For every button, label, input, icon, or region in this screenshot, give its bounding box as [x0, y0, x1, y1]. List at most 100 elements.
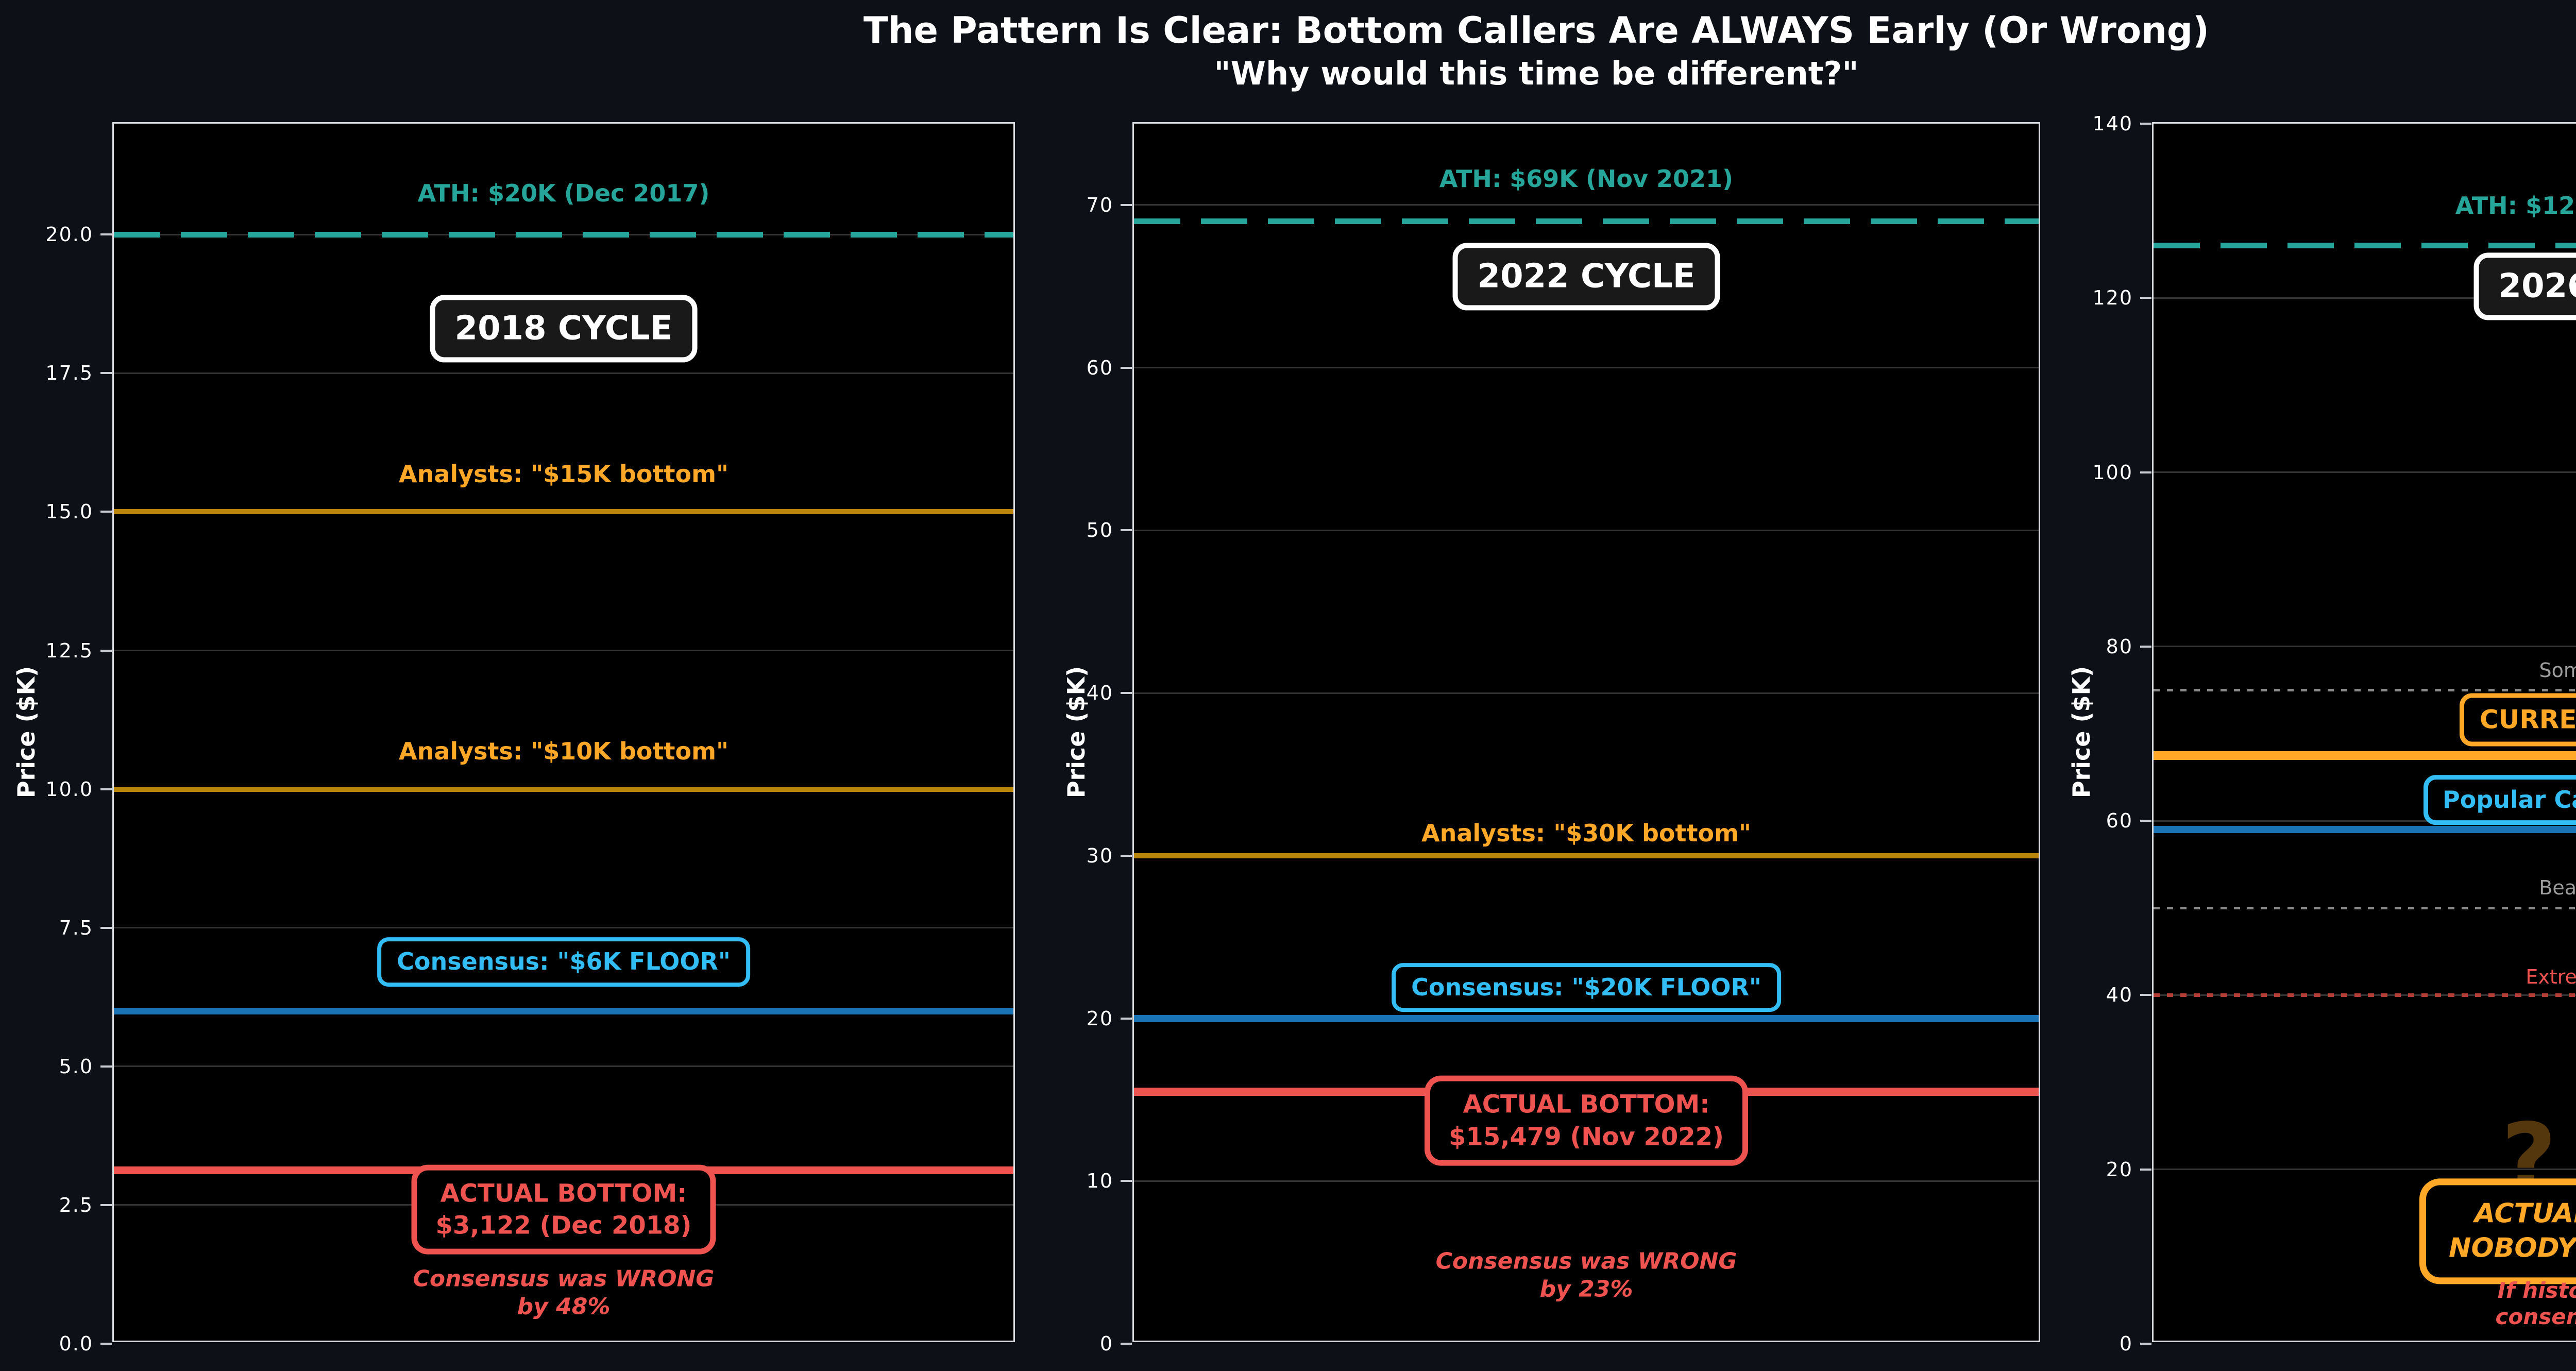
analyst-30k-label: Analysts: "$30K bottom"	[1421, 819, 1751, 847]
extreme-40k-label: Extreme: "$40K"	[2526, 965, 2576, 988]
panel-2018-cycle: 0.0 2.5 5.0 7.5 10.0 12.5 15.0 17.5 20.0 Price ($…	[12, 122, 1015, 1355]
extreme-40k-line	[2154, 993, 2576, 997]
y-tick-mark-60	[1121, 366, 1132, 369]
y-tick-label-40: 40	[1086, 682, 1113, 705]
y-tick-mark-7.5	[100, 926, 112, 929]
gridline-7.5	[114, 927, 1013, 929]
ath-label: ATH: $126K (Oct 2025)	[2455, 191, 2576, 219]
y-tick-mark-120	[2140, 297, 2151, 299]
y-tick-label-12.5: 12.5	[45, 639, 93, 662]
y-axis-label: Price ($K)	[12, 666, 40, 799]
y-tick-label-10.0: 10.0	[45, 777, 93, 801]
y-tick-label-100: 100	[2092, 461, 2133, 484]
analyst-10k-line	[114, 786, 1013, 792]
wrong-note: Consensus was WRONG by 48%	[413, 1265, 715, 1319]
current-line	[2154, 751, 2576, 760]
bears-50k-label: Bears: "$50K"	[2539, 876, 2576, 900]
ath-line	[1134, 218, 2039, 224]
analyst-10k-label: Analysts: "$10K bottom"	[399, 737, 728, 766]
y-tick-mark-70	[1121, 204, 1132, 206]
y-tick-mark-5.0	[100, 1065, 112, 1068]
y-tick-label-5.0: 5.0	[59, 1055, 93, 1078]
popular-call-box: Popular Call: "59K – 60K"	[2424, 774, 2576, 825]
consensus-box: Consensus: "$20K FLOOR"	[1392, 962, 1781, 1012]
actual-bottom-box: ACTUAL BOTTOM: $15,479 (Nov 2022)	[1425, 1076, 1748, 1166]
y-tick-mark-17.5	[100, 372, 112, 375]
ath-label: ATH: $20K (Dec 2017)	[417, 179, 710, 207]
consensus-box: Consensus: "$6K FLOOR"	[377, 937, 750, 987]
y-tick-mark-20.0	[100, 233, 112, 236]
gridline-60	[1134, 367, 2039, 369]
wrong-note: Consensus was WRONG by 23%	[1435, 1248, 1737, 1302]
y-tick-mark-40	[2140, 994, 2151, 996]
y-tick-label-20: 20	[1086, 1007, 1113, 1030]
gridline-120	[2154, 297, 2576, 299]
y-tick-mark-0	[2140, 1343, 2151, 1345]
y-axis-label: Price ($K)	[2067, 666, 2095, 799]
analyst-30k-line	[1134, 853, 2039, 858]
y-tick-mark-2.5	[100, 1204, 112, 1206]
cycle-title-box: 2018 CYCLE	[430, 295, 698, 363]
figure-subtitle: "Why would this time be different?"	[1214, 55, 1859, 92]
gridline-60	[2154, 820, 2576, 822]
y-tick-label-140: 140	[2092, 112, 2133, 135]
y-tick-label-0: 0	[1099, 1332, 1113, 1355]
consensus-6k-line	[114, 1007, 1013, 1014]
ath-line	[2154, 243, 2576, 249]
y-tick-mark-20	[1121, 1017, 1132, 1020]
y-tick-label-40: 40	[2106, 984, 2133, 1007]
ath-line	[114, 231, 1013, 238]
y-tick-mark-12.5	[100, 649, 112, 652]
ath-label: ATH: $69K (Nov 2021)	[1439, 165, 1734, 193]
cycle-title-box: 2022 CYCLE	[1452, 243, 1720, 311]
y-tick-mark-0.0	[100, 1343, 112, 1345]
gridline-12.5	[114, 650, 1013, 652]
y-tick-label-70: 70	[1086, 193, 1113, 216]
gridline-5.0	[114, 1065, 1013, 1068]
current-box: CURRENT: $67.5K	[2460, 693, 2576, 747]
gridline-20	[2154, 1169, 2576, 1171]
y-tick-label-0.0: 0.0	[59, 1332, 93, 1355]
gridline-40	[1134, 692, 2039, 694]
y-tick-mark-100	[2140, 471, 2151, 473]
gridline-100	[2154, 471, 2576, 473]
y-tick-label-60: 60	[1086, 356, 1113, 379]
y-tick-label-80: 80	[2106, 635, 2133, 658]
y-tick-mark-140	[2140, 123, 2151, 125]
y-tick-mark-40	[1121, 692, 1132, 695]
gridline-80	[2154, 646, 2576, 648]
y-tick-label-120: 120	[2092, 286, 2133, 310]
y-tick-mark-20	[2140, 1168, 2151, 1171]
y-tick-label-10: 10	[1086, 1170, 1113, 1193]
gridline-50	[1134, 529, 2039, 531]
panel-2026-cycle: 0 20 40 60 80 100 120 140 Price ($K) ATH: $126K (…	[2067, 112, 2576, 1355]
gridline-70	[1134, 204, 2039, 206]
y-tick-label-15.0: 15.0	[45, 500, 93, 523]
y-tick-mark-0	[1121, 1343, 1132, 1345]
y-tick-mark-60	[2140, 820, 2151, 822]
y-tick-label-30: 30	[1086, 844, 1113, 867]
y-tick-label-2.5: 2.5	[59, 1193, 93, 1216]
analyst-15k-label: Analysts: "$15K bottom"	[399, 460, 728, 488]
y-axis-label: Price ($K)	[1062, 666, 1090, 799]
cycle-title-box: 2026 CYCLE	[2473, 252, 2576, 320]
panel-2022-cycle: 0 10 20 30 40 50 60 70 Price ($K) ATH: $69K (Nov …	[1062, 122, 2040, 1355]
actual-bottom-box: ACTUAL BOTTOM: NOBODY KNOWS YET	[2419, 1178, 2576, 1284]
gridline-17.5	[114, 372, 1013, 374]
y-tick-mark-50	[1121, 529, 1132, 532]
bears-50k-line	[2154, 906, 2576, 909]
y-tick-label-20.0: 20.0	[45, 223, 93, 246]
y-tick-mark-10.0	[100, 788, 112, 790]
analyst-15k-line	[114, 509, 1013, 515]
history-note: If history repeats, consensus is early	[2495, 1277, 2576, 1330]
popular-call-box-text: Popular Call: "	[2443, 785, 2576, 814]
y-tick-label-50: 50	[1086, 519, 1113, 542]
y-tick-label-17.5: 17.5	[45, 362, 93, 385]
y-tick-label-60: 60	[2106, 809, 2133, 833]
some-75k-line	[2154, 688, 2576, 691]
y-tick-label-0: 0	[2119, 1332, 2133, 1355]
y-tick-label-20: 20	[2106, 1158, 2133, 1181]
consensus-20k-line	[1134, 1014, 2039, 1022]
figure-title: The Pattern Is Clear: Bottom Callers Are…	[863, 9, 2210, 52]
